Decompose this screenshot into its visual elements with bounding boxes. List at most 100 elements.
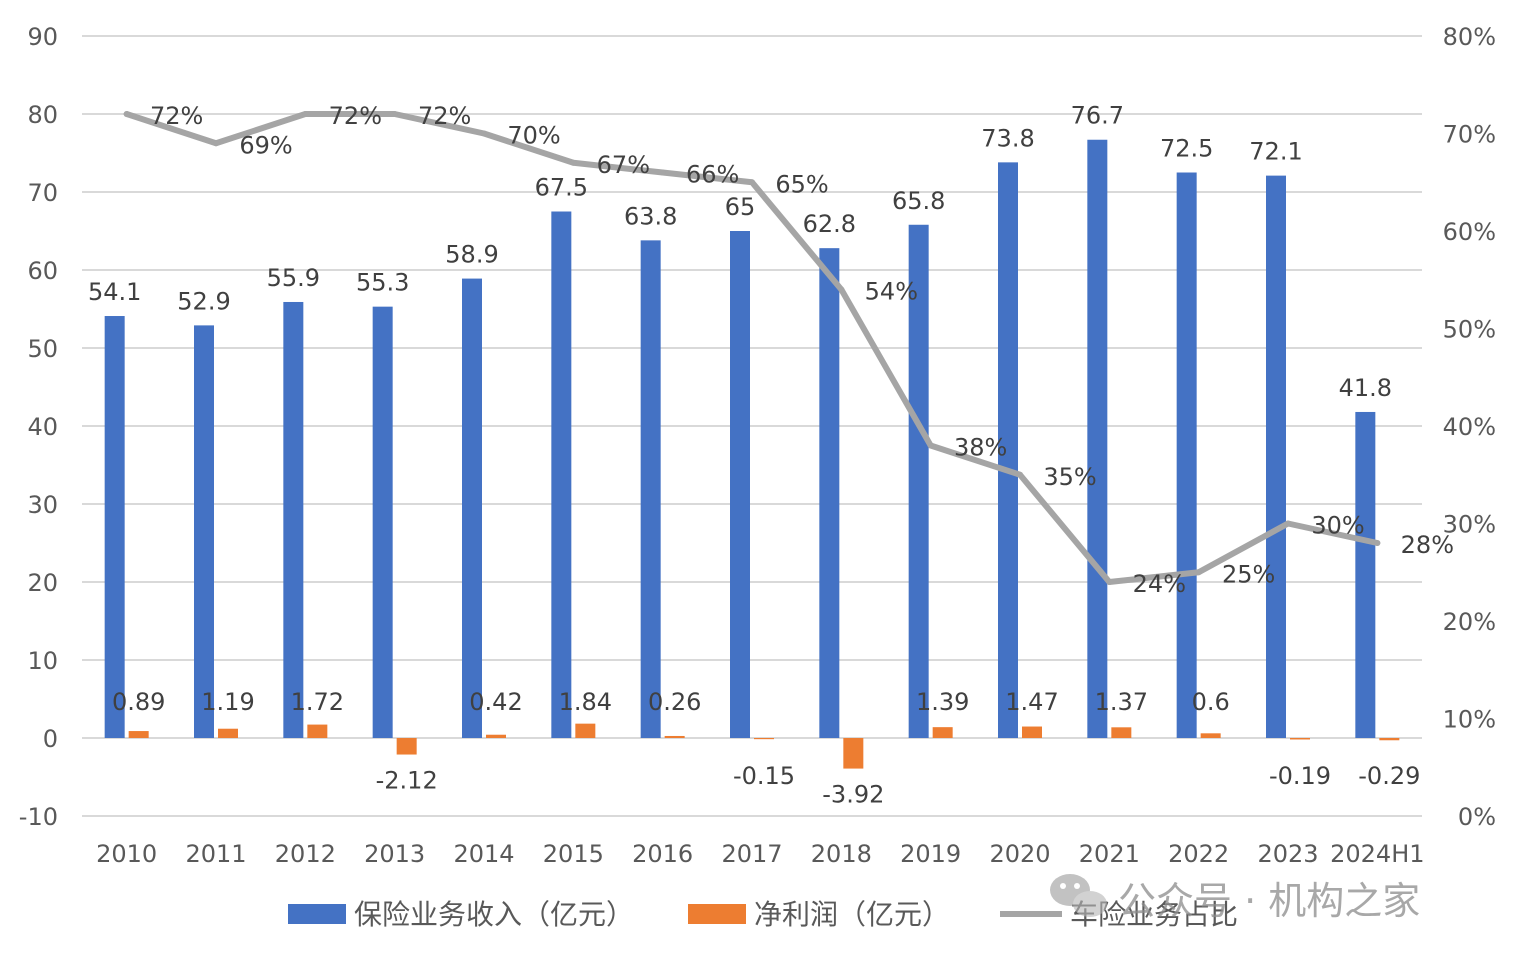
revenue-data-label: 55.3: [356, 269, 409, 297]
ratio-data-label: 65%: [775, 170, 828, 198]
profit-bar: [396, 738, 417, 755]
profit-bar: [307, 724, 328, 738]
ratio-point: [213, 140, 219, 147]
profit-data-label: 0.89: [112, 688, 165, 716]
revenue-data-label: 55.9: [267, 264, 320, 292]
x-axis-ticks: 2010 2011 2012 2013 2014 2015 2016 2017 2018 2019…: [96, 840, 1424, 868]
revenue-bar: [551, 211, 572, 738]
profit-data-label: -0.29: [1358, 762, 1420, 790]
revenue-data-label: 76.7: [1071, 102, 1124, 130]
left-axis-tick-label: 30: [27, 491, 58, 519]
revenue-data-label: 72.1: [1249, 138, 1302, 166]
profit-bar: [1022, 726, 1042, 738]
x-axis-tick-label: 2021: [1079, 840, 1140, 868]
revenue-bar: [730, 231, 750, 738]
profit-data-label: 1.19: [201, 688, 254, 716]
x-axis-tick-label: 2010: [96, 840, 157, 868]
x-axis-tick-label: 2012: [275, 840, 336, 868]
ratio-data-label: 54%: [865, 278, 918, 306]
x-axis-tick-label: 2023: [1257, 840, 1318, 868]
revenue-bar: [1355, 411, 1376, 738]
profit-data-label: 1.84: [559, 688, 612, 716]
profit-data-label: 1.37: [1095, 688, 1148, 716]
revenue-data-label: 73.8: [981, 124, 1034, 152]
revenue-data-label: 67.5: [535, 174, 588, 202]
revenue-data-label: 52.9: [177, 287, 230, 315]
profit-data-label: 0.42: [469, 688, 522, 716]
left-axis-tick-label: 40: [27, 413, 58, 441]
left-axis-tick-label: 0: [43, 725, 58, 753]
ratio-data-label: 66%: [686, 161, 739, 189]
ratio-data-label: 30%: [1311, 512, 1364, 540]
left-axis-ticks: 90 80 70 60 50 40 30 20 10 0 -10: [19, 23, 58, 831]
revenue-bar: [462, 278, 482, 738]
revenue-bar: [1266, 175, 1286, 738]
right-axis-tick-label: 50%: [1443, 316, 1496, 344]
ratio-point: [1285, 520, 1291, 527]
x-axis-tick-label: 2024H1: [1330, 840, 1424, 868]
right-axis-tick-label: 10%: [1443, 706, 1496, 734]
profit-data-label: 1.72: [291, 688, 344, 716]
x-axis-tick-label: 2018: [811, 840, 872, 868]
profit-bar: [575, 723, 596, 738]
ratio-data-label: 72%: [418, 102, 471, 130]
ratio-point: [927, 442, 934, 449]
ratio-point: [1106, 579, 1113, 585]
ratio-data-label: 38%: [954, 434, 1007, 462]
x-axis-tick-label: 2011: [185, 840, 246, 868]
right-axis-ticks: 80% 70% 60% 50% 40% 30% 20% 10% 0%: [1443, 23, 1496, 831]
ratio-point: [302, 111, 309, 117]
revenue-data-label: 62.8: [803, 210, 856, 238]
legend: 保险业务收入（亿元） 净利润（亿元） 车险业务占比: [288, 898, 1238, 931]
profit-data-label: 1.39: [916, 688, 969, 716]
ratio-data-label: 70%: [507, 122, 560, 150]
profit-data-label: 0.26: [648, 688, 701, 716]
revenue-data-label: 54.1: [88, 278, 141, 306]
ratio-point: [749, 179, 755, 186]
profit-bar: [486, 734, 506, 738]
profit-data-label: 1.47: [1005, 688, 1058, 716]
revenue-data-label: 65: [725, 193, 756, 221]
revenue-bar: [372, 306, 393, 738]
left-axis-tick-label: 10: [27, 647, 58, 675]
right-axis-tick-label: 80%: [1443, 23, 1496, 51]
ratio-data-label: 72%: [329, 102, 382, 130]
revenue-data-label: 65.8: [892, 187, 945, 215]
profit-bar: [754, 738, 774, 740]
ratio-data-label: 28%: [1401, 531, 1454, 559]
profit-bar: [1200, 733, 1221, 738]
left-axis-tick-label: 90: [27, 23, 58, 51]
x-axis-tick-label: 2014: [453, 840, 514, 868]
watermark-text: 公众号 · 机构之家: [1118, 879, 1420, 923]
wechat-icon: [1050, 874, 1107, 917]
revenue-data-label: 72.5: [1160, 135, 1213, 163]
revenue-bar: [1087, 139, 1108, 739]
ratio-point: [838, 286, 845, 293]
revenue-bar: [819, 248, 840, 738]
x-axis-tick-label: 2022: [1168, 840, 1229, 868]
data-labels: 54.1 52.9 55.9 55.3 58.9 67.5 63.8 65 62.8 65.8 73…: [88, 102, 1454, 809]
x-axis-tick-label: 2017: [721, 840, 782, 868]
x-axis-tick-label: 2013: [364, 840, 425, 868]
ratio-point: [1374, 540, 1381, 546]
right-axis-tick-label: 20%: [1443, 608, 1496, 636]
revenue-data-label: 63.8: [624, 202, 677, 230]
profit-bar: [218, 728, 238, 738]
legend-swatch-profit: [688, 904, 746, 924]
profit-bar: [664, 735, 685, 738]
bar-series: [104, 139, 1400, 769]
ratio-data-label: 67%: [597, 151, 650, 179]
revenue-bar: [283, 301, 304, 738]
legend-label-profit: 净利润（亿元）: [754, 898, 950, 931]
revenue-bar: [640, 240, 661, 739]
watermark: 公众号 · 机构之家: [1050, 874, 1420, 923]
left-axis-tick-label: 60: [27, 257, 58, 285]
revenue-bar: [194, 325, 214, 738]
revenue-bar: [104, 316, 125, 738]
ratio-point: [659, 169, 666, 176]
left-axis-tick-label: -10: [19, 803, 58, 831]
ratio-point: [1017, 471, 1023, 478]
ratio-data-label: 25%: [1222, 560, 1275, 588]
ratio-data-label: 69%: [239, 131, 292, 159]
